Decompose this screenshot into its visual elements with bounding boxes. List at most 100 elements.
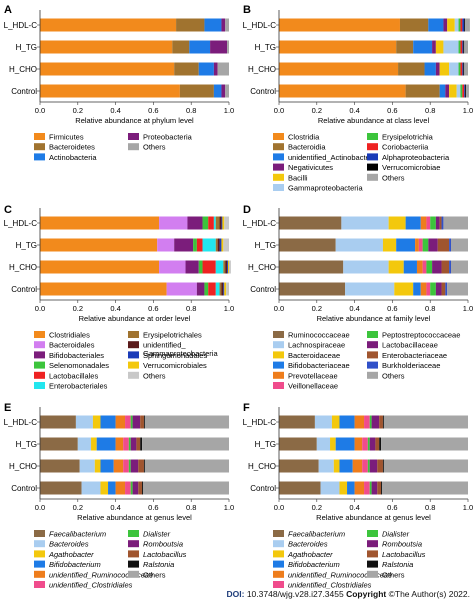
bar-segment-bacteroides bbox=[75, 415, 93, 429]
bar-segment-bifidobacterium bbox=[339, 415, 355, 429]
legend-swatch-unidentified-clostridiales bbox=[273, 581, 284, 588]
x-tick-label: 0.4 bbox=[349, 503, 359, 512]
legend-swatch-unidentified-actinobacteria bbox=[273, 153, 284, 161]
legend-swatch-unidentified-ruminococcaceae bbox=[34, 570, 45, 578]
x-tick-label: 0.6 bbox=[387, 106, 397, 115]
x-tick-label: 1.0 bbox=[224, 304, 234, 313]
legend-label-romboutsia: Romboutsia bbox=[143, 540, 183, 549]
bar-segment-lachnospiraceae bbox=[345, 282, 395, 296]
legend-label-coriobacteriia: Coriobacteriia bbox=[382, 143, 429, 152]
bar-segment-ralstonia bbox=[382, 415, 384, 429]
bar-segment-faecalibacterium bbox=[279, 459, 319, 473]
bar-segment-selenomonadales bbox=[202, 216, 209, 230]
x-tick-label: 0.4 bbox=[110, 304, 120, 313]
legend-label-others: Others bbox=[382, 371, 405, 380]
bar-segment-bifidobacterium bbox=[96, 437, 116, 451]
bar-segment-ruminococcaceae bbox=[279, 238, 336, 252]
bar-segment-others bbox=[229, 260, 231, 274]
bar-segment-dialister bbox=[367, 437, 370, 451]
bar-segment-bacteroides bbox=[316, 437, 331, 451]
legend-swatch-ralstonia bbox=[128, 560, 139, 568]
bar-segment-clostridia bbox=[279, 18, 400, 32]
bar-segment-ruminococcaceae bbox=[279, 282, 346, 296]
legend-label-lachnospiraceae: Lachnospiraceae bbox=[288, 341, 345, 350]
bar-segment-peptostreptococcaceae bbox=[426, 260, 433, 274]
bar-segment-unidentified-ruminococcaceae bbox=[115, 481, 126, 495]
legend-swatch-dialister bbox=[367, 530, 378, 537]
bar-segment-peptostreptococcaceae bbox=[430, 216, 436, 230]
legend-swatch-others bbox=[367, 570, 378, 578]
bar-segment-prevotellaceae bbox=[415, 238, 419, 252]
bar-segment-bacteroidia bbox=[398, 62, 425, 76]
bar-segment-agathobacter bbox=[100, 481, 109, 495]
bar-segment-bacteroidia bbox=[396, 40, 414, 54]
bar-segment-dialister bbox=[128, 459, 131, 473]
x-axis-title: Relative abundance at genus level bbox=[316, 513, 431, 522]
bar-segment-actinobacteria bbox=[213, 84, 222, 98]
bar-segment-bacteroidetes bbox=[172, 40, 190, 54]
bar-segment-verrucomicrobiales bbox=[221, 238, 224, 252]
x-tick-label: 0.6 bbox=[148, 106, 158, 115]
category-label: H_CHO bbox=[9, 263, 37, 272]
bar-segment-gammaproteobacteria bbox=[449, 62, 459, 76]
bar-segment-bifidobacteriales bbox=[174, 238, 194, 252]
bar-segment-veillonellaceae bbox=[418, 238, 423, 252]
bar-segment-others bbox=[223, 238, 229, 252]
legend-swatch-erysipelotrichales bbox=[128, 331, 139, 338]
legend-label-bifidobacterium: Bifidobacterium bbox=[288, 560, 340, 569]
x-tick-label: 0.8 bbox=[186, 106, 196, 115]
panel-letter: C bbox=[4, 204, 12, 216]
legend-swatch-alphaproteobacteria bbox=[367, 153, 378, 161]
x-tick-label: 0.4 bbox=[110, 106, 120, 115]
bar-segment-bacteroidaceae bbox=[388, 216, 406, 230]
legend-swatch-lachnospiraceae bbox=[273, 341, 284, 349]
legend-swatch-verrucomicrobiae bbox=[367, 163, 378, 171]
legend-label-unidentified-actinobacteria: unidentified_Actinobacteria bbox=[288, 153, 379, 162]
bar-segment-lactobacillaceae bbox=[435, 216, 440, 230]
panel-letter: D bbox=[243, 204, 251, 216]
bar-segment-verrucomicrobiales bbox=[228, 260, 230, 274]
legend-label-bacteroidales: Bacteroidales bbox=[49, 341, 95, 350]
bar-segment-dialister bbox=[369, 415, 372, 429]
bar-segment-clostridia bbox=[279, 62, 399, 76]
copyright-value: ©The Author(s) 2022. bbox=[388, 589, 470, 599]
bar-segment-bacteroides bbox=[79, 459, 95, 473]
bar-segment-bacteroidaceae bbox=[388, 260, 404, 274]
chart-panel-a: A L_HDL-C H_TG H_CHO Control 0.0 0.2 0.4 0.6 0.8 1… bbox=[4, 4, 235, 162]
x-axis-title: Relative abundance at phylum level bbox=[75, 116, 194, 125]
bar-segment-ralstonia bbox=[143, 415, 145, 429]
bar-segment-unidentified-clostridiales bbox=[364, 481, 370, 495]
legend-swatch-actinobacteria bbox=[34, 153, 45, 161]
bar-segment-romboutsia bbox=[130, 459, 139, 473]
legend-swatch-unidentified-clostridiales bbox=[34, 581, 45, 588]
legend-label-actinobacteria: Actinobacteria bbox=[49, 153, 97, 162]
x-tick-label: 0.2 bbox=[312, 503, 322, 512]
bar-segment-burkholderiaceae bbox=[449, 238, 451, 252]
bar-segment-selenomonadales bbox=[193, 238, 197, 252]
bar-segment-unidentified-actinobacteria bbox=[428, 18, 444, 32]
legend-label-lactobacillus: Lactobacillus bbox=[143, 550, 187, 559]
bar-segment-others bbox=[464, 40, 468, 54]
bar-segment-gammaproteobacteria bbox=[456, 84, 461, 98]
legend-label-burkholderiaceae: Burkholderiaceae bbox=[382, 361, 440, 370]
legend-swatch-ruminococcaceae bbox=[273, 331, 284, 338]
bar-segment-dialister bbox=[128, 437, 131, 451]
bar-segment-lachnospiraceae bbox=[341, 216, 389, 230]
bar-segment-bacteroidales bbox=[166, 282, 197, 296]
legend-swatch-romboutsia bbox=[367, 540, 378, 548]
bar-segment-prevotellaceae bbox=[420, 282, 427, 296]
bar-segment-dialister bbox=[369, 481, 372, 495]
bar-segment-others bbox=[464, 62, 468, 76]
bar-segment-sphingomonadales bbox=[223, 282, 225, 296]
doi-label: DOI: bbox=[226, 589, 245, 599]
legend-label-others: Others bbox=[143, 371, 166, 380]
bar-segment-negativicutes bbox=[445, 84, 450, 98]
bar-segment-others bbox=[225, 84, 229, 98]
chart-panel-e: E L_HDL-C H_TG H_CHO Control 0.0 0.2 0.4 0.6 0.8 1… bbox=[4, 402, 235, 590]
legend-swatch-clostridiales bbox=[34, 331, 45, 338]
bar-segment-prevotellaceae bbox=[416, 260, 423, 274]
bar-segment-bacteroides bbox=[320, 481, 340, 495]
bar-segment-coriobacteriia bbox=[462, 84, 465, 98]
bar-segment-gammaproteobacteria bbox=[443, 40, 459, 54]
legend-swatch-firmicutes bbox=[34, 133, 45, 140]
